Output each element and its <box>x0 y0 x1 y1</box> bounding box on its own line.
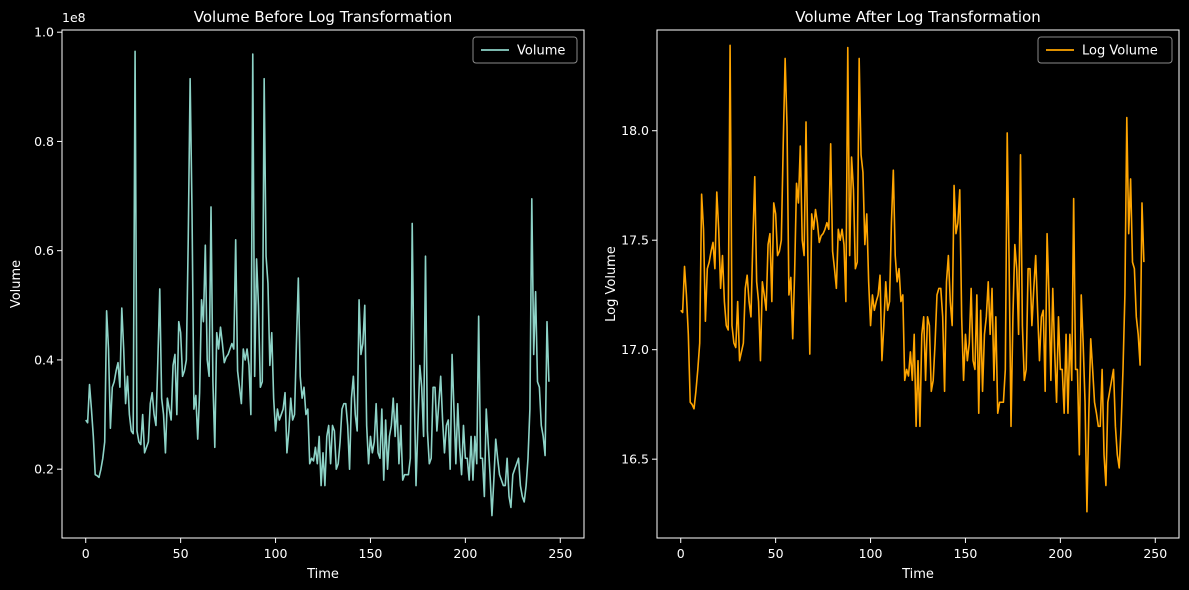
x-tick-label: 150 <box>359 546 383 561</box>
series-line-1 <box>85 50 550 517</box>
legend-label: Volume <box>517 44 565 59</box>
x-tick-label: 0 <box>82 546 90 561</box>
legend: Log Volume <box>1037 36 1173 64</box>
y-tick-label: 18.0 <box>621 123 649 138</box>
y-tick-label: 16.5 <box>621 452 649 467</box>
x-axis-label: Time <box>901 567 934 582</box>
y-tick-label: 1.0 <box>34 25 54 40</box>
legend-box <box>472 36 578 64</box>
x-tick-label: 50 <box>173 546 189 561</box>
y-axis-label: Log Volume <box>604 246 619 322</box>
y-tick-label: 17.0 <box>621 342 649 357</box>
x-tick-label: 150 <box>954 546 978 561</box>
plot-frame <box>656 29 1180 539</box>
x-tick-label: 100 <box>264 546 288 561</box>
legend: Volume <box>472 36 578 64</box>
x-tick-label: 200 <box>453 546 477 561</box>
x-tick-label: 250 <box>1143 546 1167 561</box>
y-tick-label: 0.4 <box>34 352 54 367</box>
chart-title: Volume Before Log Transformation <box>194 8 452 26</box>
chart-title: Volume After Log Transformation <box>795 8 1040 26</box>
x-axis-label: Time <box>306 567 339 582</box>
plot-frame <box>61 29 585 539</box>
y-axis-label: Volume <box>9 260 24 308</box>
y-tick-label: 0.2 <box>34 462 54 477</box>
y-tick-label: 0.8 <box>34 134 54 149</box>
x-tick-label: 0 <box>677 546 685 561</box>
x-tick-label: 250 <box>548 546 572 561</box>
y-tick-label: 17.5 <box>621 233 649 248</box>
x-tick-label: 200 <box>1048 546 1072 561</box>
x-tick-label: 50 <box>768 546 784 561</box>
series-line-1 <box>680 44 1145 513</box>
y-tick-label: 0.6 <box>34 243 54 258</box>
legend-box <box>1037 36 1173 64</box>
chart-panel-1: 0 50 100 150 200 250 0.2 0.4 0.6 0.8 1.0 Volume Bef… <box>9 8 585 582</box>
x-tick-label: 100 <box>859 546 883 561</box>
y-offset-label: 1e8 <box>62 10 86 25</box>
chart-panel-2: 0 50 100 150 200 250 16.5 17.0 17.5 18.0 Volume Af… <box>604 8 1180 582</box>
legend-label: Log Volume <box>1082 44 1158 59</box>
